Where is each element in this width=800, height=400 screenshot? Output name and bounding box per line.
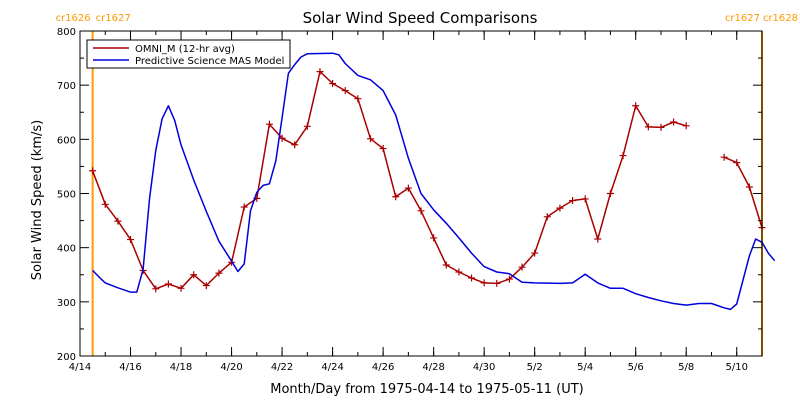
rotation-label-left: cr1627 bbox=[725, 13, 760, 24]
y-tick-label: 400 bbox=[57, 244, 76, 255]
x-tick-label: 4/22 bbox=[271, 362, 293, 373]
chart-title: Solar Wind Speed Comparisons bbox=[303, 9, 538, 27]
y-tick-label: 600 bbox=[57, 135, 76, 146]
x-tick-label: 4/14 bbox=[69, 362, 91, 373]
data-point bbox=[316, 68, 324, 76]
data-point bbox=[127, 236, 135, 244]
data-point bbox=[594, 235, 602, 243]
data-point bbox=[480, 279, 488, 287]
series-line bbox=[91, 70, 687, 290]
x-tick-label: 4/24 bbox=[321, 362, 343, 373]
legend: OMNI_M (12-hr avg)Predictive Science MAS… bbox=[86, 39, 291, 69]
data-point bbox=[215, 269, 223, 277]
data-point bbox=[379, 145, 387, 153]
x-tick-label: 4/30 bbox=[473, 362, 495, 373]
data-point bbox=[505, 275, 513, 283]
series-line bbox=[92, 52, 776, 311]
data-point bbox=[468, 274, 476, 282]
x-axis-title: Month/Day from 1975-04-14 to 1975-05-11 … bbox=[270, 382, 583, 397]
x-tick-label: 4/18 bbox=[170, 362, 192, 373]
data-point bbox=[202, 282, 210, 290]
data-point bbox=[291, 141, 299, 149]
data-point bbox=[240, 203, 248, 211]
data-point bbox=[720, 153, 728, 161]
y-tick-label: 500 bbox=[57, 190, 76, 201]
data-point bbox=[733, 159, 741, 167]
x-tick-label: 5/4 bbox=[577, 362, 593, 373]
data-point bbox=[430, 234, 438, 242]
data-series bbox=[89, 52, 776, 311]
data-point bbox=[392, 193, 400, 201]
data-point bbox=[493, 279, 501, 287]
rotation-label-right: cr1628 bbox=[763, 13, 798, 24]
series-omni bbox=[89, 68, 766, 293]
data-point bbox=[417, 207, 425, 215]
data-point bbox=[657, 123, 665, 131]
data-point bbox=[303, 122, 311, 130]
data-point bbox=[442, 261, 450, 269]
data-point bbox=[455, 268, 463, 276]
data-point bbox=[190, 271, 198, 279]
data-point bbox=[619, 152, 627, 160]
x-axis: 4/14 4/16 4/18 4/20 4/22 4/24 4/26 4/28 4/30 5/2 5… bbox=[69, 31, 763, 373]
data-point bbox=[518, 263, 526, 271]
y-tick-label: 200 bbox=[57, 352, 76, 363]
data-point bbox=[89, 167, 97, 175]
data-point bbox=[164, 280, 172, 288]
data-point bbox=[632, 102, 640, 110]
data-point bbox=[177, 284, 185, 292]
rotation-label-right: cr1627 bbox=[96, 13, 131, 24]
y-tick-label: 300 bbox=[57, 298, 76, 309]
x-tick-label: 5/2 bbox=[527, 362, 543, 373]
data-point bbox=[644, 123, 652, 131]
y-axis: 200 300 400 500 600 700 800 bbox=[57, 27, 762, 363]
data-point bbox=[152, 285, 160, 293]
x-tick-label: 5/6 bbox=[628, 362, 644, 373]
legend-label: OMNI_M (12-hr avg) bbox=[135, 44, 235, 55]
series-line bbox=[723, 156, 763, 228]
legend-label: Predictive Science MAS Model bbox=[135, 56, 284, 67]
x-tick-label: 5/10 bbox=[726, 362, 748, 373]
x-tick-label: 5/8 bbox=[678, 362, 694, 373]
data-point bbox=[531, 249, 539, 257]
data-point bbox=[745, 183, 753, 191]
data-point bbox=[569, 197, 577, 205]
series-model bbox=[92, 52, 776, 311]
data-point bbox=[556, 204, 564, 212]
data-point bbox=[581, 195, 589, 203]
data-point bbox=[341, 87, 349, 95]
data-point bbox=[543, 213, 551, 221]
x-tick-label: 4/26 bbox=[372, 362, 394, 373]
data-point bbox=[101, 200, 109, 208]
y-tick-label: 800 bbox=[57, 27, 76, 38]
data-point bbox=[404, 184, 412, 192]
data-point bbox=[682, 122, 690, 130]
legend-box bbox=[86, 39, 291, 69]
y-axis-title: Solar Wind Speed (km/s) bbox=[30, 120, 45, 280]
x-tick-label: 4/28 bbox=[422, 362, 444, 373]
x-tick-label: 4/16 bbox=[119, 362, 141, 373]
data-point bbox=[670, 118, 678, 126]
data-point bbox=[265, 120, 273, 128]
data-point bbox=[366, 135, 374, 143]
data-point bbox=[606, 190, 614, 197]
data-point bbox=[114, 217, 122, 225]
y-tick-label: 700 bbox=[57, 81, 76, 92]
data-point bbox=[354, 95, 362, 103]
data-point bbox=[329, 80, 337, 88]
x-tick-label: 4/20 bbox=[220, 362, 242, 373]
rotation-label-left: cr1626 bbox=[56, 13, 91, 24]
